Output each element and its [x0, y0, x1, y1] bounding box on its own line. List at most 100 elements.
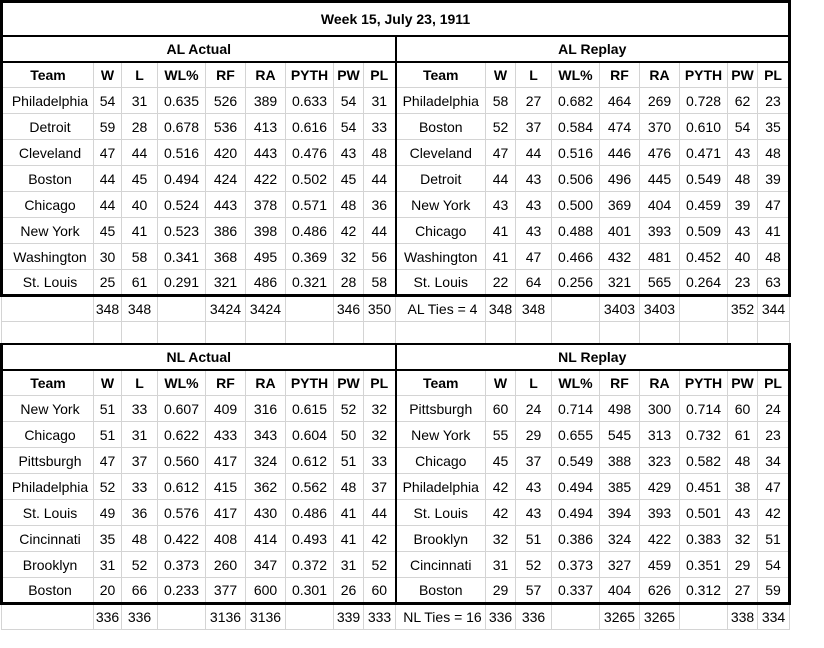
stat-cell[interactable]: 24 — [756, 395, 792, 422]
stat-cell[interactable]: 35 — [93, 525, 122, 552]
stat-cell[interactable]: 417 — [205, 499, 246, 526]
stat-cell[interactable]: 422 — [639, 525, 680, 552]
total-cell[interactable]: 348 — [121, 295, 158, 322]
stat-cell[interactable]: 48 — [121, 525, 158, 552]
column-header-w[interactable]: W — [485, 60, 516, 88]
total-cell[interactable]: 338 — [727, 603, 758, 630]
stat-cell[interactable]: 414 — [245, 525, 286, 552]
stat-cell[interactable]: 0.714 — [551, 395, 600, 422]
stat-cell[interactable]: 433 — [205, 421, 246, 448]
total-cell[interactable] — [679, 295, 728, 322]
stat-cell[interactable]: 48 — [727, 447, 758, 474]
column-header-wlpct[interactable]: WL% — [551, 368, 600, 396]
stat-cell[interactable]: 34 — [756, 447, 792, 474]
stat-cell[interactable]: 31 — [485, 551, 516, 578]
stat-cell[interactable]: 0.582 — [679, 447, 728, 474]
stat-cell[interactable]: 474 — [599, 113, 640, 140]
total-cell[interactable]: 3424 — [245, 295, 286, 322]
stat-cell[interactable]: 43 — [727, 499, 758, 526]
stat-cell[interactable]: 445 — [639, 165, 680, 192]
team-name-cell[interactable]: New York — [394, 421, 486, 448]
stat-cell[interactable]: 393 — [639, 499, 680, 526]
total-cell[interactable] — [679, 603, 728, 630]
stat-cell[interactable]: 389 — [245, 87, 286, 114]
team-name-cell[interactable]: Philadelphia — [394, 87, 486, 114]
empty-cell[interactable] — [395, 321, 486, 344]
team-name-cell[interactable]: Cleveland — [394, 139, 486, 166]
stat-cell[interactable]: 565 — [639, 269, 680, 297]
stat-cell[interactable]: 33 — [121, 395, 158, 422]
stat-cell[interactable]: 0.500 — [551, 191, 600, 218]
column-header-pw[interactable]: PW — [727, 368, 758, 396]
stat-cell[interactable]: 31 — [93, 551, 122, 578]
stat-cell[interactable]: 39 — [727, 191, 758, 218]
stat-cell[interactable]: 415 — [205, 473, 246, 500]
stat-cell[interactable]: 59 — [756, 577, 792, 605]
totals-label-cell[interactable]: NL Ties = 16 — [395, 603, 486, 630]
stat-cell[interactable]: 401 — [599, 217, 640, 244]
stat-cell[interactable]: 44 — [93, 165, 122, 192]
column-header-team[interactable]: Team — [0, 368, 94, 396]
stat-cell[interactable]: 26 — [333, 577, 364, 605]
stat-cell[interactable]: 0.612 — [157, 473, 206, 500]
stat-cell[interactable]: 47 — [756, 191, 792, 218]
stat-cell[interactable]: 32 — [333, 243, 364, 270]
stat-cell[interactable]: 42 — [363, 525, 397, 552]
stat-cell[interactable]: 43 — [515, 165, 552, 192]
stat-cell[interactable]: 27 — [515, 87, 552, 114]
column-header-team[interactable]: Team — [0, 60, 94, 88]
stat-cell[interactable]: 0.369 — [285, 243, 334, 270]
stat-cell[interactable]: 313 — [639, 421, 680, 448]
empty-cell[interactable] — [245, 321, 286, 344]
stat-cell[interactable]: 0.383 — [679, 525, 728, 552]
stat-cell[interactable]: 626 — [639, 577, 680, 605]
total-cell[interactable]: 348 — [515, 295, 552, 322]
stat-cell[interactable]: 0.256 — [551, 269, 600, 297]
column-header-pyth[interactable]: PYTH — [285, 368, 334, 396]
column-header-pw[interactable]: PW — [727, 60, 758, 88]
team-name-cell[interactable]: Brooklyn — [394, 525, 486, 552]
stat-cell[interactable]: 62 — [727, 87, 758, 114]
stat-cell[interactable]: 0.488 — [551, 217, 600, 244]
stat-cell[interactable]: 32 — [363, 395, 397, 422]
stat-cell[interactable]: 52 — [333, 395, 364, 422]
stat-cell[interactable]: 45 — [333, 165, 364, 192]
stat-cell[interactable]: 43 — [485, 191, 516, 218]
section-title-al_replay[interactable]: AL Replay — [394, 34, 792, 62]
stat-cell[interactable]: 0.452 — [679, 243, 728, 270]
team-name-cell[interactable]: St. Louis — [394, 269, 486, 297]
stat-cell[interactable]: 368 — [205, 243, 246, 270]
column-header-w[interactable]: W — [485, 368, 516, 396]
stat-cell[interactable]: 43 — [515, 191, 552, 218]
stat-cell[interactable]: 42 — [485, 473, 516, 500]
column-header-rf[interactable]: RF — [205, 60, 246, 88]
section-title-al_actual[interactable]: AL Actual — [0, 34, 397, 62]
stat-cell[interactable]: 47 — [93, 139, 122, 166]
stat-cell[interactable]: 316 — [245, 395, 286, 422]
stat-cell[interactable]: 28 — [121, 113, 158, 140]
stat-cell[interactable]: 0.494 — [157, 165, 206, 192]
stat-cell[interactable]: 0.494 — [551, 473, 600, 500]
sheet-title[interactable]: Week 15, July 23, 1911 — [0, 0, 792, 36]
column-header-ra[interactable]: RA — [639, 60, 680, 88]
empty-cell[interactable] — [93, 321, 122, 344]
stat-cell[interactable]: 0.732 — [679, 421, 728, 448]
column-header-l[interactable]: L — [121, 60, 158, 88]
totals-label-cell[interactable] — [1, 295, 94, 322]
stat-cell[interactable]: 35 — [756, 113, 792, 140]
stat-cell[interactable]: 66 — [121, 577, 158, 605]
total-cell[interactable]: 3136 — [205, 603, 246, 630]
stat-cell[interactable]: 496 — [599, 165, 640, 192]
team-name-cell[interactable]: New York — [394, 191, 486, 218]
stat-cell[interactable]: 0.321 — [285, 269, 334, 297]
total-cell[interactable]: 3265 — [639, 603, 680, 630]
column-header-team[interactable]: Team — [394, 368, 486, 396]
stat-cell[interactable]: 43 — [515, 499, 552, 526]
column-header-wlpct[interactable]: WL% — [157, 60, 206, 88]
stat-cell[interactable]: 0.337 — [551, 577, 600, 605]
stat-cell[interactable]: 59 — [93, 113, 122, 140]
column-header-l[interactable]: L — [121, 368, 158, 396]
column-header-team[interactable]: Team — [394, 60, 486, 88]
stat-cell[interactable]: 0.549 — [679, 165, 728, 192]
team-name-cell[interactable]: St. Louis — [0, 269, 94, 297]
